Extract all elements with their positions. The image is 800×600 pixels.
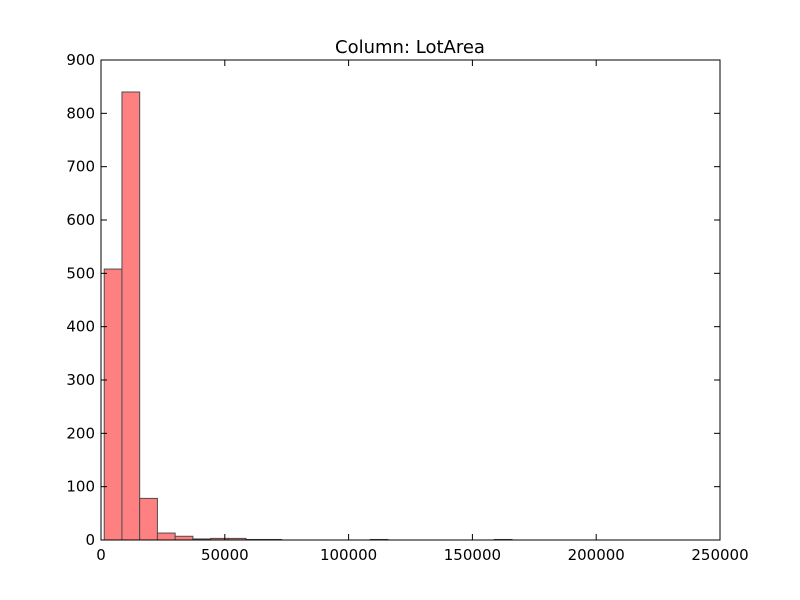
y-tick-label: 400 — [66, 318, 95, 336]
histogram-bar-2 — [139, 497, 158, 541]
y-axis: 0 100 200 300 400 500 600 700 800 900 — [66, 51, 720, 549]
x-tick-label: 100000 — [320, 546, 377, 564]
y-tick-label: 800 — [66, 104, 95, 122]
y-tick-label: 500 — [66, 264, 95, 282]
histogram-bar-3 — [156, 532, 176, 541]
x-tick-label: 250000 — [691, 546, 748, 564]
y-tick-label: 300 — [66, 371, 95, 389]
y-tick-label: 200 — [66, 424, 95, 442]
y-tick-label: 900 — [66, 51, 95, 69]
y-tick-label: 600 — [66, 211, 95, 229]
histogram-bar-0 — [103, 268, 123, 541]
chart-title: Column: LotArea — [335, 37, 485, 58]
plot-frame — [100, 59, 721, 541]
x-tick-label: 0 — [96, 546, 106, 564]
x-axis: 0 50000 100000 150000 200000 250000 — [96, 60, 749, 564]
bars-group — [103, 91, 513, 541]
x-tick-label: 200000 — [568, 546, 625, 564]
histogram-bar-1 — [121, 91, 141, 541]
x-tick-label: 150000 — [444, 546, 501, 564]
histogram-bar-4 — [174, 535, 194, 541]
y-tick-label: 0 — [85, 531, 95, 549]
y-tick-label: 700 — [66, 158, 95, 176]
x-tick-label: 50000 — [201, 546, 249, 564]
y-tick-label: 100 — [66, 478, 95, 496]
